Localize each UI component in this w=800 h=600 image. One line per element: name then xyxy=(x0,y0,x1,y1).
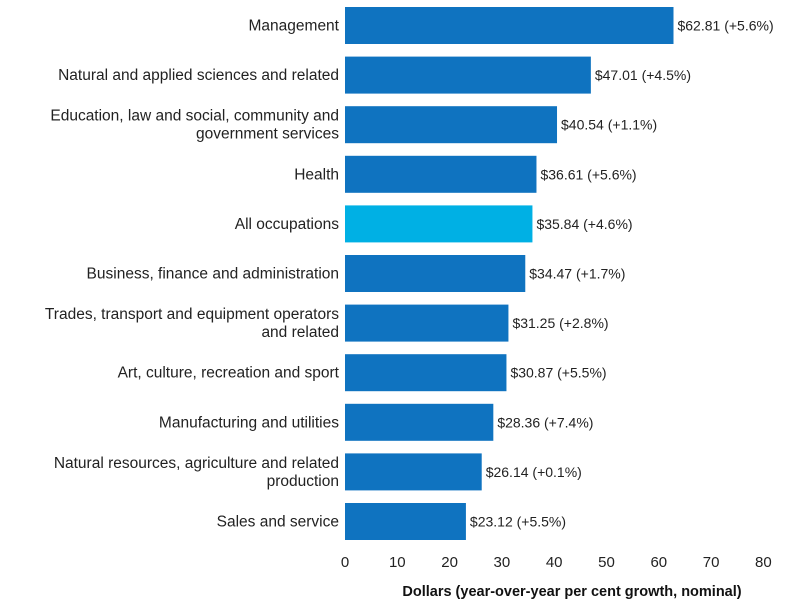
x-tick-60: 60 xyxy=(650,554,667,571)
x-tick-30: 30 xyxy=(494,554,511,571)
bar-art-culture-recreation-and-sport xyxy=(345,354,507,392)
value-label-education-law-and-social-community-and-government-services: $40.54 (+1.1%) xyxy=(561,117,657,133)
x-tick-50: 50 xyxy=(598,554,615,571)
bar-natural-resources-agriculture-and-related-production xyxy=(345,453,482,491)
category-label-manufacturing-and-utilities: Manufacturing and utilities xyxy=(159,414,339,431)
value-label-sales-and-service: $23.12 (+5.5%) xyxy=(470,514,566,530)
bar-manufacturing-and-utilities xyxy=(345,403,494,441)
category-label-natural-and-applied-sciences-and-related: Natural and applied sciences and related xyxy=(58,67,339,84)
x-axis-title: Dollars (year-over-year per cent growth,… xyxy=(402,584,741,600)
value-label-health: $36.61 (+5.6%) xyxy=(540,166,636,182)
value-label-manufacturing-and-utilities: $28.36 (+7.4%) xyxy=(497,414,593,430)
bar-natural-and-applied-sciences-and-related xyxy=(345,56,591,94)
bar-business-finance-and-administration xyxy=(345,255,526,292)
category-label-business-finance-and-administration: Business, finance and administration xyxy=(87,266,339,283)
bar-trades-transport-and-equipment-operators-and-related xyxy=(345,304,509,342)
value-label-all-occupations: $35.84 (+4.6%) xyxy=(536,216,632,232)
x-tick-70: 70 xyxy=(703,554,720,571)
category-labels: Management Natural and applied sciences a… xyxy=(45,18,340,531)
value-label-business-finance-and-administration: $34.47 (+1.7%) xyxy=(529,266,625,282)
x-axis-ticks: 0 10 20 30 40 50 60 70 80 xyxy=(341,554,772,571)
value-labels: $62.81 (+5.6%) $47.01 (+4.5%) $40.54 (+1.1… xyxy=(470,18,774,530)
value-label-art-culture-recreation-and-sport: $30.87 (+5.5%) xyxy=(510,365,606,381)
bars-layer xyxy=(345,7,674,540)
value-label-trades-transport-and-equipment-operators-and-related: $31.25 (+2.8%) xyxy=(512,315,608,331)
x-tick-40: 40 xyxy=(546,554,563,571)
category-label-health: Health xyxy=(294,166,339,183)
x-tick-20: 20 xyxy=(441,554,458,571)
bar-sales-and-service xyxy=(345,503,466,540)
category-label-sales-and-service: Sales and service xyxy=(217,514,339,531)
bar-all-occupations xyxy=(345,205,533,243)
value-label-natural-and-applied-sciences-and-related: $47.01 (+4.5%) xyxy=(595,67,691,83)
x-tick-0: 0 xyxy=(341,554,349,571)
category-label-management: Management xyxy=(249,18,340,35)
bar-health xyxy=(345,155,537,193)
value-label-management: $62.81 (+5.6%) xyxy=(677,18,773,34)
bar-education-law-and-social-community-and-government-services xyxy=(345,106,558,144)
category-label-art-culture-recreation-and-sport: Art, culture, recreation and sport xyxy=(118,365,340,382)
bar-management xyxy=(345,7,674,44)
category-label-natural-resources-agriculture-and-related-production: Natural resources, agriculture and relat… xyxy=(54,455,339,490)
category-label-trades-transport-and-equipment-operators-and-related: Trades, transport and equipment operator… xyxy=(45,306,339,341)
category-label-all-occupations: All occupations xyxy=(235,216,340,233)
x-tick-10: 10 xyxy=(389,554,406,571)
x-tick-80: 80 xyxy=(755,554,772,571)
category-label-education-law-and-social-community-and-government-services: Education, law and social, community and… xyxy=(50,108,339,143)
value-label-natural-resources-agriculture-and-related-production: $26.14 (+0.1%) xyxy=(486,464,582,480)
